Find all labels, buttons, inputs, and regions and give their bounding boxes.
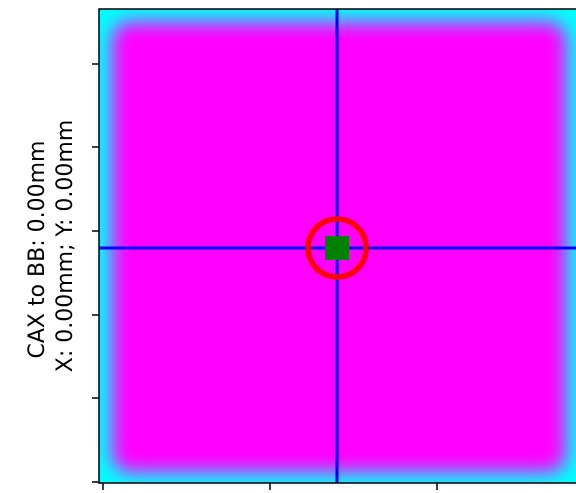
image-area bbox=[99, 9, 576, 483]
y-axis-label: CAX to BB: 0.00mm X: 0.00mm; Y: 0.00mm bbox=[25, 120, 78, 373]
y-axis bbox=[92, 63, 99, 483]
bb-center-marker bbox=[325, 236, 349, 260]
y-axis-label-line2: X: 0.00mm; Y: 0.00mm bbox=[53, 120, 78, 373]
y-axis-label-line1: CAX to BB: 0.00mm bbox=[25, 141, 50, 359]
x-axis bbox=[102, 483, 438, 490]
axes-frame bbox=[98, 8, 576, 484]
bb-ring bbox=[305, 216, 369, 280]
